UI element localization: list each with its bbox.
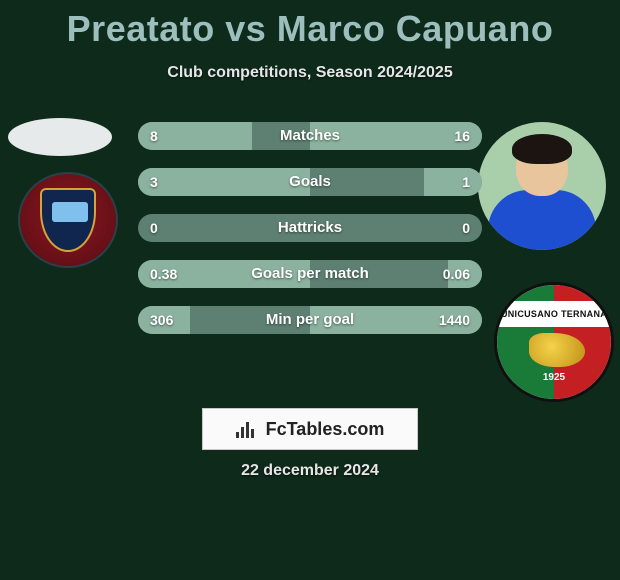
date: 22 december 2024: [0, 462, 620, 480]
stat-row: 0.380.06Goals per match: [138, 260, 482, 288]
stat-row: 00Hattricks: [138, 214, 482, 242]
site-logo[interactable]: FcTables.com: [202, 408, 418, 450]
club-left-badge: [18, 172, 118, 268]
stat-row: 816Matches: [138, 122, 482, 150]
subtitle: Club competitions, Season 2024/2025: [0, 64, 620, 82]
stat-row: 3061440Min per goal: [138, 306, 482, 334]
player-right-hair: [512, 134, 572, 164]
player-right-photo: [478, 122, 606, 250]
page-title: Preatato vs Marco Capuano: [0, 0, 620, 50]
bars-icon: [236, 420, 258, 438]
stat-label: Matches: [138, 122, 482, 150]
club-right-year: 1925: [497, 372, 611, 383]
player-right-jersey: [488, 190, 596, 250]
club-left-shield-icon: [40, 188, 96, 252]
stat-row: 31Goals: [138, 168, 482, 196]
club-right-badge: UNICUSANO TERNANA 1925: [494, 282, 614, 402]
club-right-crest-icon: [529, 333, 585, 367]
club-right-name: UNICUSANO TERNANA: [497, 301, 611, 327]
stat-label: Goals per match: [138, 260, 482, 288]
stats-area: 816Matches 31Goals 00Hattricks 0.380.06Goal…: [138, 122, 482, 352]
site-logo-text: FcTables.com: [266, 419, 385, 440]
stat-label: Hattricks: [138, 214, 482, 242]
player-left-photo: [8, 118, 112, 156]
stat-label: Goals: [138, 168, 482, 196]
stat-label: Min per goal: [138, 306, 482, 334]
